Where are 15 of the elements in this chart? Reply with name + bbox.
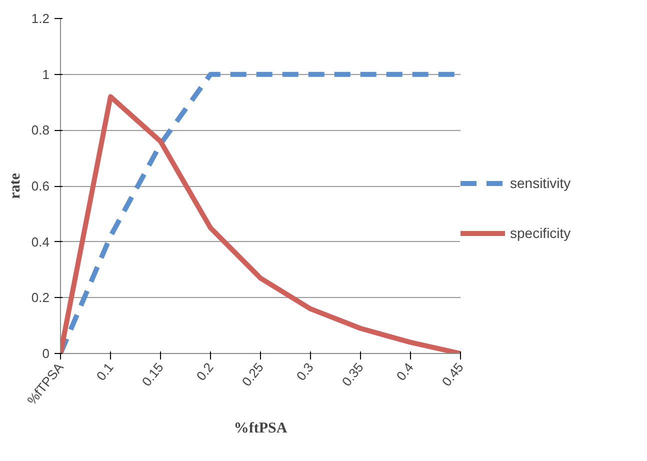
y-tick-label: 0.2 [31, 290, 50, 306]
y-tick-label: 1 [42, 66, 50, 82]
legend-label: specificity [510, 225, 571, 241]
y-axis-title: rate [7, 172, 24, 199]
x-tick-label: 0.2 [193, 360, 216, 384]
y-tick-label: 0.6 [31, 178, 50, 194]
x-tick-label: 0.1 [93, 360, 116, 384]
x-tick-label: 0.4 [393, 360, 416, 384]
x-axis-title: %ftPSA [234, 420, 288, 436]
y-tick-label: 1.2 [31, 11, 50, 26]
y-tick-label: 0.8 [31, 122, 50, 138]
legend-label: sensitivity [510, 175, 571, 191]
y-tick-label: 0 [42, 346, 50, 361]
y-tick-label: 0.4 [31, 234, 50, 250]
x-tick-label: 0.3 [293, 360, 316, 384]
